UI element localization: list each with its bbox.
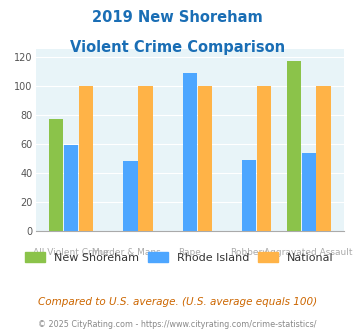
Text: Compared to U.S. average. (U.S. average equals 100): Compared to U.S. average. (U.S. average … <box>38 297 317 307</box>
Text: Violent Crime Comparison: Violent Crime Comparison <box>70 40 285 54</box>
Bar <box>49 119 64 231</box>
Bar <box>124 161 138 231</box>
Text: Murder & Mans...: Murder & Mans... <box>92 248 169 257</box>
Text: 2019 New Shoreham: 2019 New Shoreham <box>92 10 263 25</box>
Bar <box>183 73 197 231</box>
Text: Robbery: Robbery <box>230 248 268 257</box>
Legend: New Shoreham, Rhode Island, National: New Shoreham, Rhode Island, National <box>20 247 339 268</box>
Bar <box>79 86 93 231</box>
Bar <box>302 152 316 231</box>
Bar <box>287 61 301 231</box>
Text: © 2025 CityRating.com - https://www.cityrating.com/crime-statistics/: © 2025 CityRating.com - https://www.city… <box>38 320 317 329</box>
Bar <box>138 86 153 231</box>
Bar <box>198 86 212 231</box>
Text: Aggravated Assault: Aggravated Assault <box>264 248 353 257</box>
Text: Rape: Rape <box>179 248 201 257</box>
Text: All Violent Crime: All Violent Crime <box>33 248 109 257</box>
Bar <box>242 160 256 231</box>
Bar <box>316 86 331 231</box>
Bar <box>64 145 78 231</box>
Bar <box>257 86 271 231</box>
